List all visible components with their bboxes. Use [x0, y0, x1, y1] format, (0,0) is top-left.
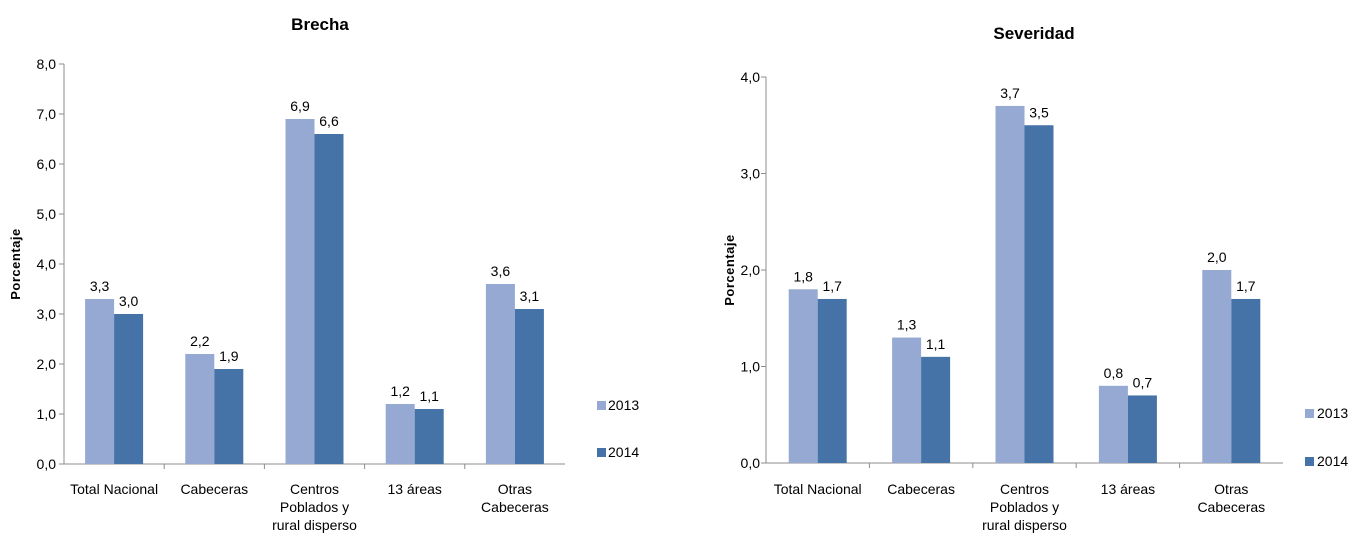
chart1-category-label: Total Nacional	[70, 481, 158, 497]
chart2-category-label: Cabeceras	[887, 481, 955, 497]
chart1-data-label: 6,6	[319, 113, 339, 129]
chart1-category-label: Cabeceras	[481, 499, 549, 515]
chart2-legend-label: 2014	[1317, 453, 1348, 469]
chart2-bar-2013	[995, 105, 1025, 463]
chart2-data-label: 0,8	[1104, 365, 1124, 381]
chart1-data-label: 3,1	[520, 288, 540, 304]
chart2-bar-2013	[892, 337, 922, 463]
chart1-category-label: Poblados y	[280, 499, 349, 515]
chart1-category-label: 13 áreas	[387, 481, 441, 497]
chart1-y-axis-label: Porcentaje	[8, 228, 23, 299]
chart1-data-label: 1,2	[390, 383, 410, 399]
chart2-bar-2013	[1098, 385, 1128, 463]
chart1-y-tick-label: 0,0	[37, 456, 57, 472]
chart1-legend-label: 2013	[608, 397, 639, 413]
chart1-category-label: Centros	[290, 481, 339, 497]
chart2-data-label: 3,5	[1029, 104, 1049, 120]
chart1-data-label: 1,9	[219, 348, 239, 364]
chart1-legend-label: 2014	[608, 444, 639, 460]
chart2-data-label: 2,0	[1207, 249, 1227, 265]
chart2-title: Severidad	[993, 24, 1074, 43]
chart1-y-tick-label: 4,0	[37, 256, 57, 272]
chart1-data-label: 3,6	[491, 263, 511, 279]
chart2-y-tick-label: 2,0	[741, 262, 761, 278]
chart1-y-tick-label: 1,0	[37, 406, 57, 422]
chart2-bar-2014	[1231, 298, 1261, 463]
chart2-category-label: Cabeceras	[1197, 499, 1265, 515]
chart2-category-label: Centros	[1000, 481, 1049, 497]
chart1-bar-2014	[414, 409, 444, 464]
chart1-y-tick-label: 7,0	[37, 106, 57, 122]
chart2-data-label: 1,7	[1236, 278, 1256, 294]
chart1-data-label: 6,9	[290, 98, 310, 114]
chart2-y-tick-label: 3,0	[741, 166, 761, 182]
chart2-y-tick-label: 0,0	[741, 455, 761, 471]
chart2-data-label: 0,7	[1133, 374, 1153, 390]
chart2-legend-swatch-2013	[1305, 409, 1314, 418]
chart1-y-tick-label: 6,0	[37, 156, 57, 172]
chart2-category-label: 13 áreas	[1101, 481, 1155, 497]
chart1-bar-2013	[385, 404, 415, 464]
chart1-data-label: 3,3	[90, 278, 110, 294]
chart2-data-label: 1,8	[793, 268, 813, 284]
chart1-bar-2013	[85, 299, 115, 464]
chart2-bar-2014	[921, 356, 951, 463]
chart1-y-tick-label: 3,0	[37, 306, 57, 322]
chart2-data-label: 1,3	[897, 317, 917, 333]
chart1-bar-2014	[314, 134, 344, 464]
chart1-bar-2013	[285, 119, 315, 464]
chart2-y-tick-label: 1,0	[741, 359, 761, 375]
chart2-category-label: Total Nacional	[774, 481, 862, 497]
chart2-y-axis-label: Porcentaje	[722, 234, 737, 305]
chart2-data-label: 1,1	[926, 336, 946, 352]
chart2-data-label: 1,7	[822, 278, 842, 294]
chart2-y-tick-label: 4,0	[741, 69, 761, 85]
chart2-bar-2013	[788, 289, 818, 463]
chart2-bar-2014	[1127, 395, 1157, 463]
chart2-bar-2014	[1024, 125, 1054, 463]
chart2-legend-label: 2013	[1317, 405, 1348, 421]
chart2-bar-2014	[817, 298, 847, 463]
chart1-bar-2014	[514, 309, 544, 464]
chart1-bar-2014	[114, 314, 144, 464]
chart1-y-tick-label: 8,0	[37, 56, 57, 72]
chart1-y-tick-label: 2,0	[37, 356, 57, 372]
chart1-title: Brecha	[291, 15, 349, 34]
chart1-category-label: Cabeceras	[180, 481, 248, 497]
chart2-bar-2013	[1202, 270, 1232, 463]
chart1-data-label: 3,0	[119, 293, 139, 309]
chart1-legend-swatch-2014	[597, 448, 606, 457]
chart1-category-label: rural disperso	[272, 517, 357, 533]
chart1-data-label: 2,2	[190, 333, 210, 349]
chart1-bar-2014	[214, 369, 244, 464]
chart2-category-label: Poblados y	[990, 499, 1059, 515]
chart1-bar-2013	[185, 354, 215, 464]
chart2-category-label: Otras	[1214, 481, 1248, 497]
chart1-category-label: Otras	[498, 481, 532, 497]
chart1-bar-2013	[485, 284, 515, 464]
chart2-category-label: rural disperso	[982, 517, 1067, 533]
chart2-data-label: 3,7	[1000, 85, 1020, 101]
chart1-legend-swatch-2013	[597, 401, 606, 410]
chart1-y-tick-label: 5,0	[37, 206, 57, 222]
chart1-data-label: 1,1	[419, 388, 439, 404]
chart2-legend-swatch-2014	[1305, 457, 1314, 466]
